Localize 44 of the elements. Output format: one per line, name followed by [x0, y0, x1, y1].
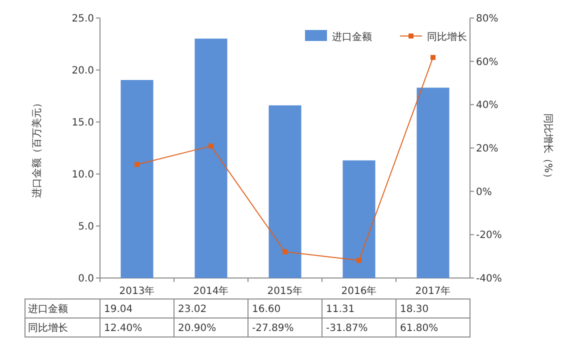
y2-tick-label: 60% — [476, 56, 498, 68]
data-label: 20.90% — [178, 323, 216, 334]
y-tick-label: 0.0 — [78, 274, 94, 284]
y-tick-label: 5.0 — [78, 222, 94, 232]
y-axis-title: 进口金额（百万美元） — [31, 98, 43, 198]
data-label: -31.87% — [326, 323, 368, 334]
y2-tick-label: -40% — [476, 274, 502, 284]
y2-tick-label: 80% — [476, 14, 498, 24]
text: 进口金额 — [28, 304, 68, 315]
data-label: -27.89% — [252, 323, 294, 334]
y-tick-label: 25.0 — [72, 14, 94, 24]
y-tick-label: 20.0 — [72, 66, 94, 76]
point — [430, 54, 436, 60]
x-tick-label: 2017年 — [415, 285, 451, 297]
y-tick-label: 10.0 — [72, 170, 94, 180]
y2-axis-title: 同比增长（%） — [542, 113, 554, 183]
y-tick-label: 15.0 — [72, 118, 94, 128]
legend-label: 进口金额 — [332, 31, 372, 43]
data-label: 12.40% — [104, 323, 142, 334]
bar — [416, 88, 450, 278]
y2-tick-label: 20% — [476, 144, 498, 154]
text: 同比增长 — [28, 323, 68, 334]
bar — [268, 105, 302, 278]
data-label: 23.02 — [178, 304, 207, 315]
legend-label: 同比增长 — [427, 31, 467, 43]
y2-tick-label: 0% — [476, 186, 492, 198]
bar — [194, 38, 228, 278]
point — [282, 249, 288, 254]
bar — [342, 160, 376, 278]
x-tick-label: 2013年 — [119, 285, 155, 297]
data-label: 11.31 — [326, 304, 355, 315]
data-label: 19.04 — [104, 304, 133, 315]
data-label: 61.80% — [400, 323, 438, 334]
point — [356, 258, 362, 263]
point — [134, 162, 140, 167]
data-label: 16.60 — [252, 304, 281, 315]
point — [208, 144, 214, 149]
data-label: 18.30 — [400, 304, 429, 315]
y2-tick-label: 40% — [476, 100, 498, 112]
y2-tick-label: -20% — [476, 230, 502, 242]
bar — [120, 80, 154, 278]
x-tick-label: 2014年 — [193, 285, 229, 297]
x-tick-label: 2015年 — [267, 285, 303, 297]
x-tick-label: 2016年 — [341, 285, 377, 297]
